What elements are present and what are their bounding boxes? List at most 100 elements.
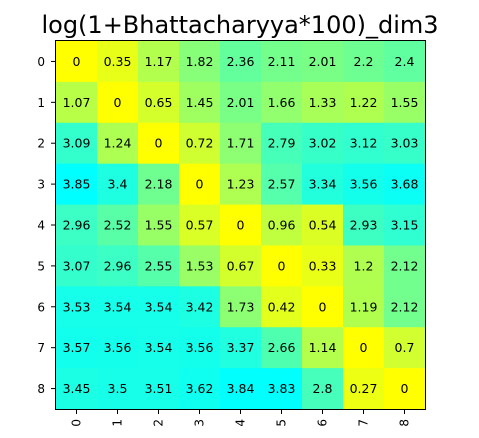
cell-value-label: 3.85 <box>63 177 91 192</box>
axis-ticks: 0 1 2 3 4 5 6 7 8 0 1 2 3 4 5 6 7 8 <box>37 55 411 427</box>
cell-value-label: 2.66 <box>268 340 296 355</box>
cell-value-label: 1.19 <box>350 299 378 314</box>
cell-value-label: 1.66 <box>268 95 296 110</box>
cell-value-label: 2.11 <box>268 54 296 69</box>
heatmap-cell <box>138 163 180 206</box>
heatmap-cell <box>384 286 426 328</box>
heatmap-cell <box>302 163 344 206</box>
heatmap-cell <box>56 204 98 246</box>
heatmap-cell <box>220 41 262 83</box>
cell-value-label: 3.15 <box>391 218 419 233</box>
cell-value-label: 3.5 <box>108 381 128 396</box>
cell-value-label: 2.12 <box>391 299 419 314</box>
chart-title: log(1+Bhattacharyya*100)_dim3 <box>41 11 438 39</box>
heatmap-cell <box>138 245 180 287</box>
heatmap-cell <box>220 81 262 124</box>
heatmap-cell <box>56 245 98 287</box>
heatmap-cell <box>343 204 385 246</box>
heatmap-cell <box>56 286 98 328</box>
heatmap-cell <box>97 163 139 206</box>
heatmap-cell <box>261 81 303 124</box>
heatmap-cell <box>179 286 221 328</box>
cell-value-label: 0 <box>401 381 409 396</box>
cell-value-label: 2.01 <box>227 95 255 110</box>
x-tick-label: 6 <box>316 419 330 427</box>
y-tick-label: 1 <box>37 96 45 110</box>
heatmap-cell <box>179 122 221 165</box>
heatmap-cell <box>97 286 139 328</box>
heatmap-cell <box>97 327 139 369</box>
heatmap-cell <box>302 41 344 83</box>
cell-value-label: 0 <box>114 95 122 110</box>
heatmap-cell <box>343 41 385 83</box>
heatmap-cell <box>220 245 262 287</box>
cell-value-label: 3.09 <box>63 136 91 151</box>
cell-value-label: 2.01 <box>309 54 337 69</box>
cell-value-label: 0 <box>196 177 204 192</box>
cell-value-label: 1.55 <box>145 218 173 233</box>
heatmap-cell <box>384 122 426 165</box>
heatmap-cell <box>179 81 221 124</box>
cell-value-label: 3.34 <box>309 177 337 192</box>
heatmap-cell <box>220 163 262 206</box>
x-tick-label: 5 <box>275 419 289 427</box>
cell-value-label: 1.73 <box>227 299 255 314</box>
heatmap-cell <box>56 368 98 410</box>
heatmap-cell <box>56 327 98 369</box>
cell-value-label: 1.22 <box>350 95 378 110</box>
x-tick-label: 7 <box>357 419 371 427</box>
cell-value-label: 1.71 <box>227 136 255 151</box>
cell-value-label: 1.55 <box>391 95 419 110</box>
heatmap-cell <box>97 81 139 124</box>
cell-value-label: 3.53 <box>63 299 91 314</box>
heatmap-cell <box>97 368 139 410</box>
cell-value-label: 3.62 <box>186 381 214 396</box>
x-tick-label: 2 <box>152 419 166 427</box>
cell-value-label: 0.7 <box>395 340 415 355</box>
cell-value-label: 0 <box>237 218 245 233</box>
cell-value-label: 2.18 <box>145 177 173 192</box>
cell-value-label: 3.02 <box>309 136 337 151</box>
heatmap-cell <box>343 286 385 328</box>
heatmap-cell <box>97 204 139 246</box>
cell-value-label: 1.14 <box>309 340 337 355</box>
cell-value-label: 0.72 <box>186 136 214 151</box>
cell-value-label: 3.51 <box>145 381 173 396</box>
y-tick-label: 2 <box>37 137 45 151</box>
cell-value-label: 2.96 <box>63 218 91 233</box>
heatmap-cell <box>220 368 262 410</box>
heatmap-cell <box>343 163 385 206</box>
heatmap-cell <box>302 122 344 165</box>
heatmap-cell <box>179 163 221 206</box>
heatmap-cell <box>302 245 344 287</box>
heatmap-cell <box>261 41 303 83</box>
heatmap-cell <box>302 286 344 328</box>
cell-value-label: 0.33 <box>309 258 337 273</box>
cell-value-label: 3.83 <box>268 381 296 396</box>
cell-value-label: 1.24 <box>104 136 132 151</box>
heatmap-cell <box>138 204 180 246</box>
heatmap-cells: 0 0.35 1.17 1.82 2.36 2.11 2.01 2.2 2.4 1.07 0 0.65… <box>56 41 426 410</box>
cell-value-label: 0.35 <box>104 54 132 69</box>
cell-value-label: 0.27 <box>350 381 378 396</box>
y-tick-label: 0 <box>37 55 45 69</box>
x-tick-label: 0 <box>70 419 84 427</box>
cell-value-label: 3.42 <box>186 299 214 314</box>
cell-value-label: 2.93 <box>350 218 378 233</box>
cell-value-label: 0 <box>278 258 286 273</box>
heatmap-cell <box>138 81 180 124</box>
cell-value-label: 1.23 <box>227 177 255 192</box>
cell-value-label: 2.55 <box>145 258 173 273</box>
heatmap-cell <box>179 327 221 369</box>
cell-value-label: 0 <box>360 340 368 355</box>
cell-value-label: 3.56 <box>104 340 132 355</box>
cell-value-label: 3.68 <box>391 177 419 192</box>
heatmap-cell <box>384 245 426 287</box>
cell-value-label: 0.42 <box>268 299 296 314</box>
cell-value-label: 2.57 <box>268 177 296 192</box>
y-tick-label: 5 <box>37 259 45 273</box>
cell-value-label: 0.67 <box>227 258 255 273</box>
y-tick-label: 4 <box>37 219 45 233</box>
heatmap-cell <box>56 163 98 206</box>
heatmap-cell <box>138 286 180 328</box>
